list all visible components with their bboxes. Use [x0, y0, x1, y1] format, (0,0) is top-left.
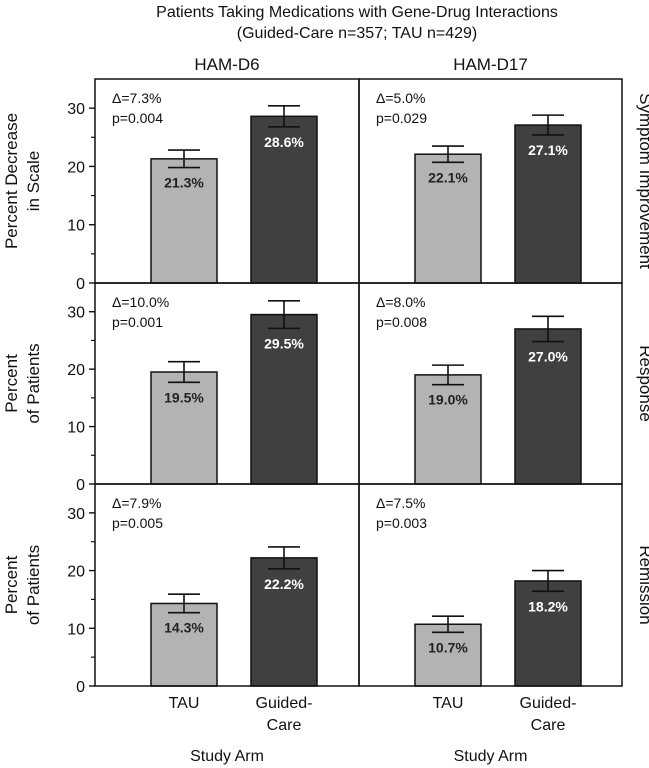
- x-category-label: Guided-: [256, 695, 313, 712]
- y-tick-label: 0: [76, 276, 85, 293]
- bar: [414, 374, 482, 485]
- bar: [414, 153, 482, 284]
- bar-value-label: 22.2%: [264, 576, 304, 592]
- bar: [250, 313, 318, 485]
- x-category-label: TAU: [169, 695, 200, 712]
- y-tick-label: 10: [67, 621, 85, 638]
- panel-frame: [358, 483, 623, 687]
- bar-value-label: 29.5%: [264, 335, 304, 351]
- x-category-label: Care: [531, 717, 566, 734]
- y-tick-label: 10: [67, 218, 85, 235]
- bar-value-label: 14.3%: [164, 620, 204, 636]
- bar: [514, 328, 582, 485]
- x-category-label: TAU: [433, 695, 464, 712]
- panel-annotation: p=0.005: [112, 515, 163, 531]
- bar: [414, 623, 482, 687]
- bar-value-label: 27.1%: [528, 142, 568, 158]
- chart-title: Patients Taking Medications with Gene-Dr…: [156, 4, 558, 21]
- y-tick-label: 20: [67, 564, 85, 581]
- row-title: Response: [636, 345, 649, 422]
- y-axis-label: Percent: [2, 354, 21, 413]
- bar-value-label: 19.5%: [164, 389, 204, 405]
- bar: [150, 158, 218, 284]
- y-tick-label: 0: [76, 477, 85, 494]
- y-axis-label: of Patients: [24, 343, 43, 423]
- y-tick-label: 0: [76, 679, 85, 696]
- x-category-label: Guided-: [520, 695, 577, 712]
- x-category-label: Care: [267, 717, 302, 734]
- chart-subtitle: (Guided-Care n=357; TAU n=429): [237, 25, 477, 42]
- y-tick-label: 30: [67, 506, 85, 523]
- bar-value-label: 27.0%: [528, 349, 568, 365]
- panel-annotation: p=0.001: [112, 314, 163, 330]
- panel-annotation: p=0.008: [376, 314, 427, 330]
- panel-annotation: Δ=5.0%: [376, 90, 425, 106]
- y-tick-label: 20: [67, 362, 85, 379]
- panel-annotation: Δ=8.0%: [376, 294, 425, 310]
- column-title: HAM-D6: [194, 55, 259, 74]
- bar-value-label: 19.0%: [428, 392, 468, 408]
- bar: [250, 557, 318, 687]
- y-tick-label: 30: [67, 305, 85, 322]
- y-tick-label: 10: [67, 420, 85, 437]
- bar: [150, 602, 218, 687]
- panel-annotation: Δ=7.5%: [376, 495, 425, 511]
- bar-value-label: 28.6%: [264, 134, 304, 150]
- bar-value-label: 18.2%: [528, 598, 568, 614]
- bar-value-label: 21.3%: [164, 175, 204, 191]
- panel-annotation: p=0.003: [376, 515, 427, 531]
- bar: [514, 124, 582, 284]
- panel-annotation: Δ=10.0%: [112, 294, 169, 310]
- column-title: HAM-D17: [453, 55, 528, 74]
- bar: [150, 371, 218, 485]
- panel-annotation: Δ=7.9%: [112, 495, 161, 511]
- y-axis-label: in Scale: [24, 151, 43, 211]
- panel-annotation: p=0.004: [112, 110, 163, 126]
- y-axis-label: Percent Decrease: [2, 113, 21, 249]
- y-tick-label: 20: [67, 159, 85, 176]
- bar-value-label: 10.7%: [428, 639, 468, 655]
- bar: [514, 580, 582, 687]
- bar-value-label: 22.1%: [428, 169, 468, 185]
- y-axis-label: Percent: [2, 555, 21, 614]
- x-axis-label: Study Arm: [190, 748, 264, 765]
- row-title: Symptom Improvement: [636, 93, 649, 269]
- panel-grid: HAM-D6 HAM-D17 Symptom Improvement Response…: [2, 55, 649, 765]
- y-tick-label: 30: [67, 101, 85, 118]
- x-axis-label: Study Arm: [454, 748, 528, 765]
- row-title: Remission: [636, 545, 649, 624]
- panel-annotation: Δ=7.3%: [112, 90, 161, 106]
- panel-annotation: p=0.029: [376, 110, 427, 126]
- y-axis-label: of Patients: [24, 545, 43, 625]
